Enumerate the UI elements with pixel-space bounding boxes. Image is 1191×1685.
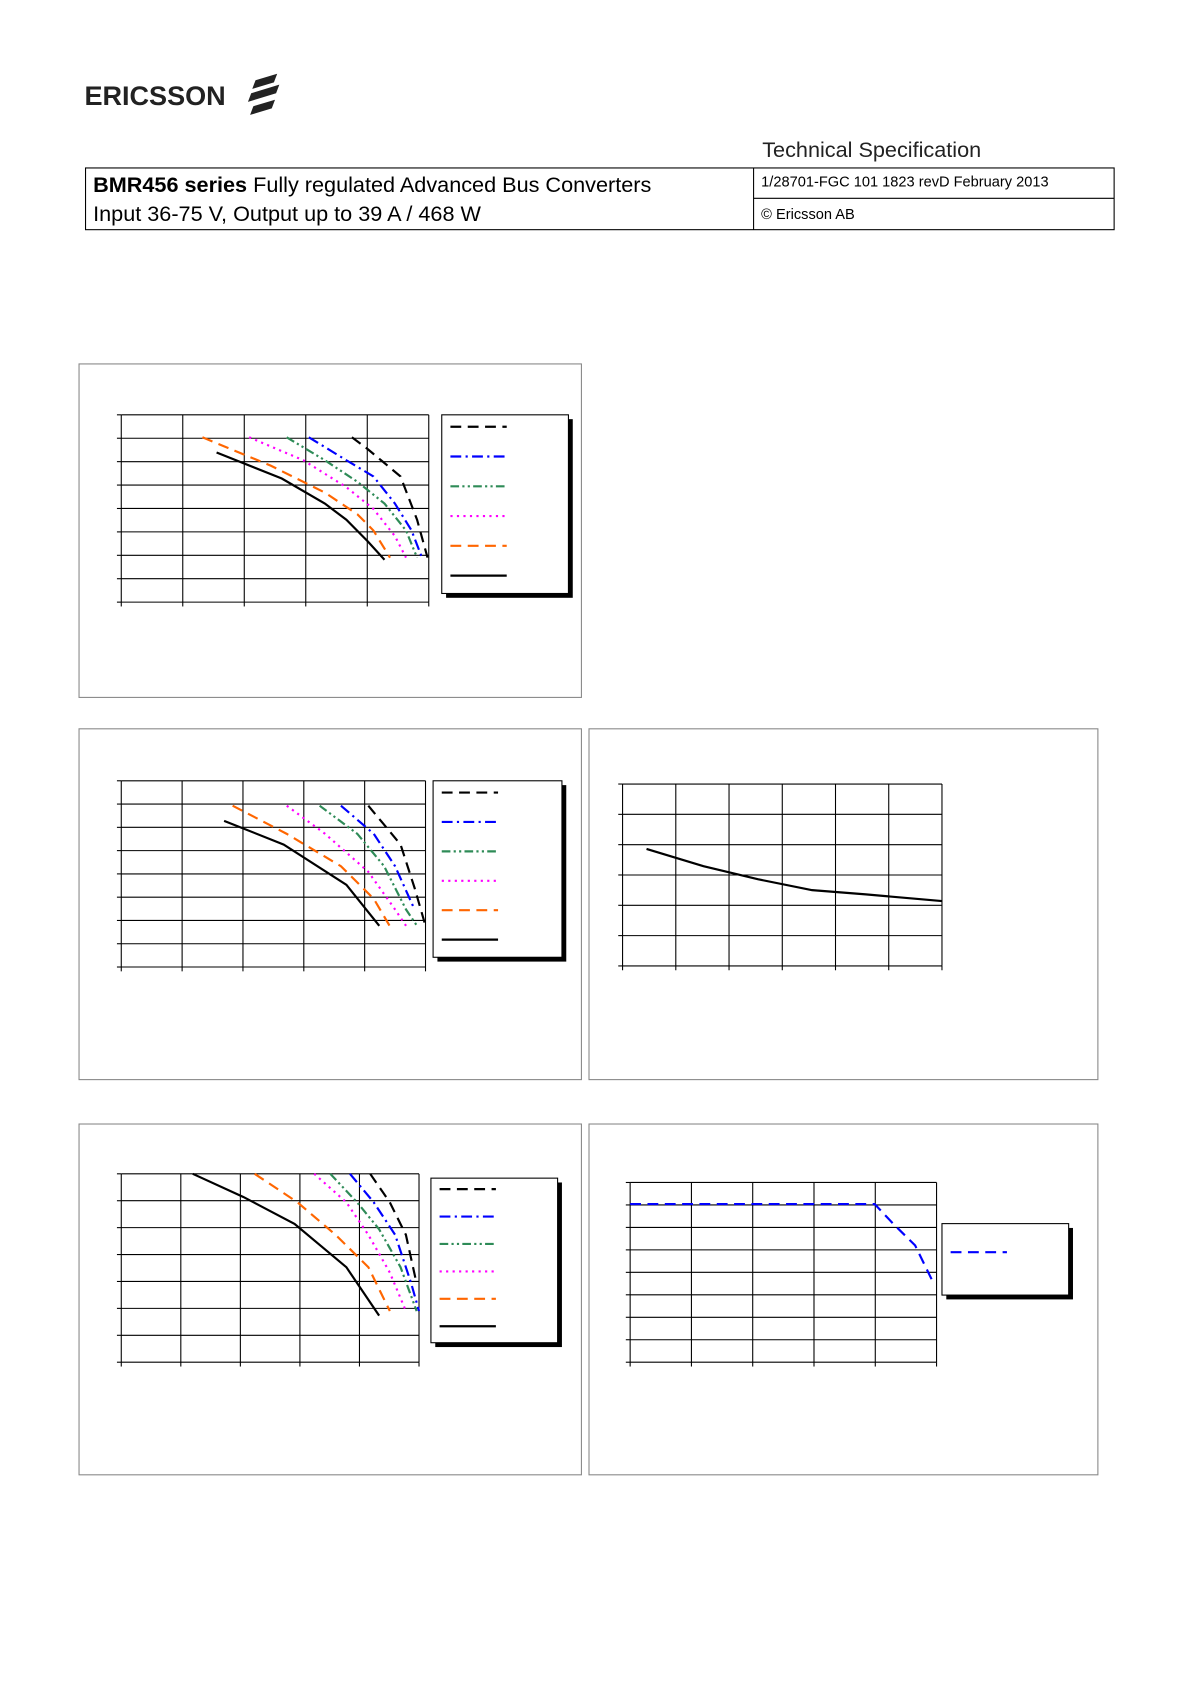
logo-text: ERICSSON	[84, 81, 225, 111]
series-line	[216, 451, 386, 561]
title-rest: Fully regulated Advanced Bus Converters	[253, 172, 651, 197]
series-line	[202, 436, 391, 559]
series-line	[351, 436, 429, 558]
series-line	[308, 436, 424, 559]
legend	[432, 780, 563, 958]
copyright: © Ericsson AB	[761, 207, 855, 223]
legend	[941, 1223, 1070, 1296]
doc-number: 1/28701-FGC 101 1823 revD February 2013	[761, 174, 1048, 190]
series-line	[369, 1173, 418, 1284]
doc-type: Technical Specification	[762, 137, 981, 162]
series-line	[286, 804, 407, 927]
title-bold: BMR456 series	[93, 172, 247, 197]
series-line	[318, 804, 418, 927]
subtitle: Input 36-75 V, Output up to 39 A / 468 W	[93, 201, 481, 226]
series-line	[646, 847, 943, 903]
chart-panel	[588, 728, 1099, 1081]
series-line	[254, 1172, 391, 1312]
legend	[441, 414, 569, 595]
series-line	[349, 1173, 421, 1312]
title: BMR456 series Fully regulated Advanced B…	[93, 172, 651, 197]
logo-mark	[247, 73, 280, 115]
series-line	[232, 804, 391, 927]
series-line	[367, 805, 427, 927]
series-line	[329, 1173, 418, 1312]
series-line	[192, 1172, 381, 1317]
legend	[430, 1177, 559, 1344]
series-line	[223, 819, 381, 927]
series-line	[630, 1202, 935, 1284]
series-line	[248, 436, 407, 559]
